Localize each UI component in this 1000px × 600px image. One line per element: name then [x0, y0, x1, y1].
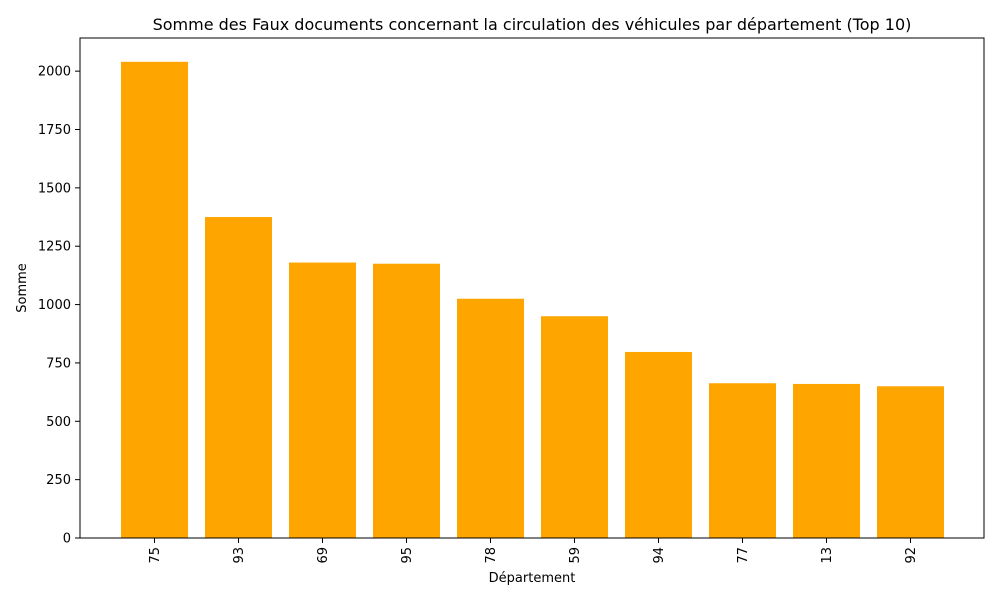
- bar-92: [877, 386, 944, 538]
- x-axis-label: Département: [489, 571, 576, 586]
- chart-title: Somme des Faux documents concernant la c…: [153, 15, 912, 34]
- x-tick-label: 13: [820, 547, 835, 564]
- x-tick-label: 95: [400, 547, 415, 564]
- bar-59: [541, 316, 608, 538]
- bar-75: [121, 61, 188, 539]
- x-tick-label: 69: [316, 547, 331, 564]
- plot-frame: [79, 37, 985, 539]
- x-tick-label: 75: [148, 547, 163, 564]
- y-tick-label: 1000: [38, 298, 71, 313]
- bar-77: [709, 383, 776, 538]
- y-tick-label: 250: [46, 473, 71, 488]
- bar-94: [625, 351, 692, 538]
- y-tick-label: 750: [46, 356, 71, 371]
- bar-93: [205, 217, 272, 539]
- x-tick-label: 59: [568, 547, 583, 564]
- bar-95: [373, 263, 440, 538]
- bar-13: [793, 383, 860, 538]
- y-tick-label: 1500: [38, 181, 71, 196]
- y-tick-label: 500: [46, 415, 71, 430]
- plot-area: 0 250 500 750 1000 1250 1500 1750 2000 75 93 69 95 78…: [38, 61, 944, 564]
- y-tick-label: 1250: [38, 240, 71, 255]
- y-tick-label: 1750: [38, 123, 71, 138]
- bar-69: [289, 262, 356, 538]
- x-tick-label: 77: [736, 547, 751, 564]
- x-tick-label: 93: [232, 547, 247, 564]
- x-tick-label: 92: [904, 547, 919, 564]
- y-tick-label: 2000: [38, 65, 71, 80]
- x-tick-label: 78: [484, 547, 499, 564]
- x-tick-label: 94: [652, 547, 667, 564]
- bar-78: [457, 298, 524, 538]
- y-tick-label: 0: [63, 532, 71, 547]
- y-axis-label: Somme: [15, 263, 30, 313]
